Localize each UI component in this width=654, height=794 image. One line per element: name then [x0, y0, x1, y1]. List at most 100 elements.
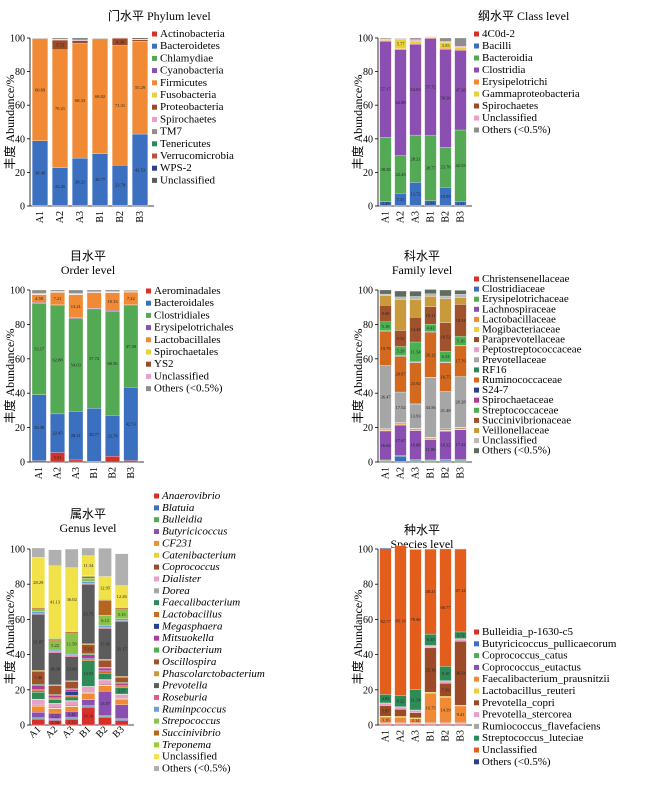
bar-segment	[394, 706, 407, 708]
data-label: 17.42	[455, 442, 465, 447]
legend-label: Catenibacterium	[162, 549, 236, 561]
x-tick-label: B3	[135, 211, 146, 223]
data-label: 54.03	[71, 362, 82, 367]
data-label: 19.79	[380, 346, 391, 351]
legend-swatch	[154, 505, 159, 511]
legend-swatch	[154, 706, 159, 712]
data-label: 42.53	[126, 421, 137, 426]
legend-swatch	[146, 386, 151, 392]
data-label: 23.92	[410, 381, 420, 386]
legend-label: Megasphaera	[161, 620, 223, 632]
legend-label: Oribacterium	[162, 644, 222, 656]
data-label: 10.93	[440, 194, 451, 199]
legend-label: Tenericutes	[160, 138, 211, 150]
data-label: 60.69	[35, 87, 46, 92]
bar-segment	[115, 606, 129, 609]
x-tick-label: B3	[456, 467, 467, 479]
data-label: 38.38	[34, 425, 45, 430]
legend-label: Coprococcus_catus	[482, 650, 568, 662]
bar-segment	[31, 613, 45, 615]
legend-label: YS2	[154, 358, 174, 370]
data-label: 68.33	[75, 98, 86, 103]
data-label: 17.67	[395, 438, 406, 443]
bar-segment	[424, 460, 437, 462]
x-tick-label: A1	[381, 467, 392, 479]
y-tick-label: 0	[20, 458, 25, 469]
data-label: 30.77	[95, 177, 106, 182]
bar-segment	[81, 575, 95, 577]
legend-label: Lactobacillus_reuteri	[482, 685, 575, 697]
x-tick-label: B1	[95, 211, 106, 223]
bar-segment	[379, 289, 392, 295]
bar-segment	[65, 691, 79, 696]
legend-swatch	[146, 288, 151, 294]
bar-segment	[31, 670, 45, 672]
legend-swatch	[474, 55, 479, 61]
x-tick-label: B1	[426, 211, 437, 223]
legend-swatch	[152, 68, 157, 74]
bar-segment	[65, 655, 79, 657]
data-label: 18.54	[455, 318, 466, 323]
x-tick-label: B2	[108, 467, 119, 479]
legend-swatch	[474, 103, 479, 109]
x-tick-label: B2	[441, 730, 452, 742]
y-tick-label: 20	[363, 423, 373, 434]
bar-segment	[394, 455, 407, 457]
bar-segment	[424, 645, 437, 647]
data-label: 10.33	[107, 299, 118, 304]
bar-segment	[48, 638, 62, 640]
data-label: 60.56	[107, 361, 118, 366]
bar-segment	[394, 456, 407, 462]
bar-segment	[98, 670, 112, 672]
bar-segment	[439, 298, 452, 323]
x-tick-label: A2	[396, 211, 407, 223]
bar-segment	[409, 37, 422, 40]
legend-label: Unclassified	[162, 751, 217, 763]
bar-segment	[454, 459, 467, 461]
bar-segment	[48, 699, 62, 704]
bar-segment	[31, 289, 47, 294]
data-label: 42.53	[455, 163, 466, 168]
legend-swatch	[154, 647, 159, 653]
bar-segment	[394, 707, 407, 710]
bar-segment	[98, 716, 112, 718]
data-label: 54.03	[410, 87, 421, 92]
legend-swatch	[154, 493, 159, 499]
x-tick-label: B2	[441, 211, 452, 223]
bar-segment	[115, 720, 129, 726]
data-label: 16.88	[410, 443, 421, 448]
data-label: 58.36	[440, 96, 451, 101]
bar-segment	[48, 697, 62, 700]
data-label: 66.77	[440, 605, 451, 610]
data-label: 85.19	[395, 618, 406, 623]
legend-swatch	[146, 373, 151, 379]
bar-segment	[394, 723, 407, 726]
data-label: 47.14	[455, 588, 466, 593]
bar-segment	[439, 696, 452, 698]
bar-segment	[81, 693, 95, 700]
legend-label: Gammaproteobacteria	[482, 88, 580, 100]
legend-label: Ruminococcaceae	[482, 374, 562, 386]
chart-title-1: 纲水平 Class level	[478, 9, 570, 23]
y-tick-label: 100	[10, 545, 25, 556]
x-tick-label: A3	[411, 211, 422, 223]
data-label: 3.16	[382, 717, 391, 722]
bar-segment	[439, 459, 452, 462]
legend-label: Others (<0.5%)	[162, 763, 231, 775]
data-label: 25.16	[425, 668, 436, 673]
y-tick-label: 60	[363, 615, 373, 626]
data-label: 23.78	[107, 433, 118, 438]
bar-segment	[31, 689, 45, 691]
bar-segment	[409, 40, 422, 44]
data-label: 33.75	[83, 612, 94, 617]
legend-label: TM7	[160, 126, 183, 138]
bar-segment	[50, 289, 65, 292]
bar-segment	[454, 639, 467, 642]
bar-segment	[81, 699, 95, 706]
legend-swatch	[474, 276, 479, 282]
data-label: 11.86	[426, 447, 437, 452]
bar-segment	[115, 694, 129, 699]
data-label: 47.38	[455, 88, 466, 93]
bar-segment	[379, 702, 392, 704]
